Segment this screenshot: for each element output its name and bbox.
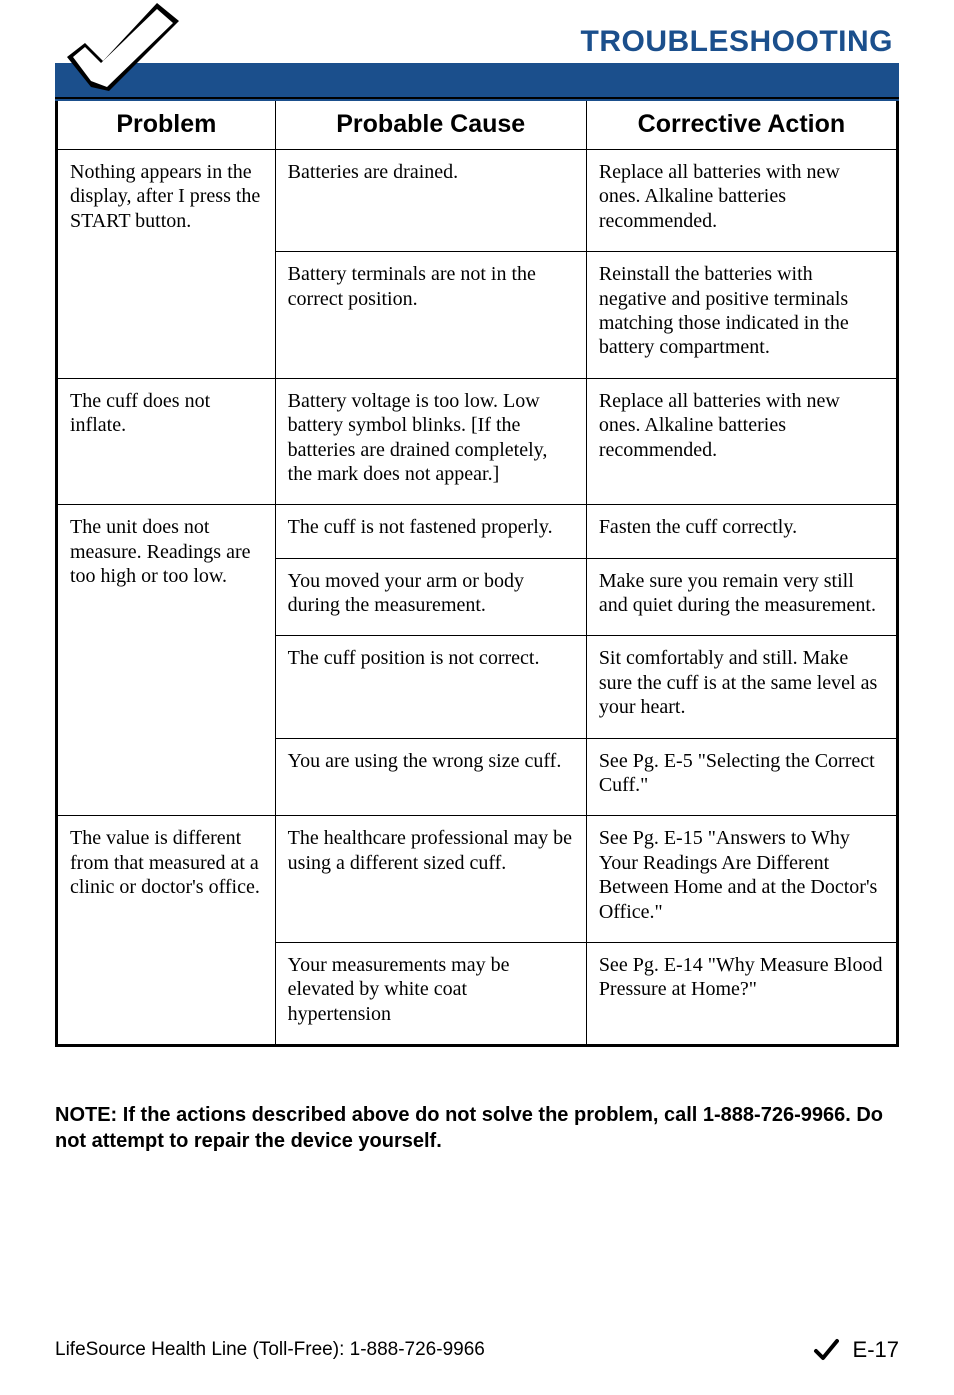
cell-action: Make sure you remain very still and quie… [586,558,897,636]
page-number: E-17 [853,1337,899,1363]
table-row: The unit does not measure. Readings are … [57,505,898,558]
cell-cause: You moved your arm or body during the me… [275,558,586,636]
cell-action: See Pg. E-15 "Answers to Why Your Readin… [586,816,897,943]
cell-cause: The cuff position is not correct. [275,636,586,738]
note-text: NOTE: If the actions described above do … [55,1103,899,1154]
header-banner: TROUBLESHOOTING [55,35,899,97]
checkmark-icon [61,0,181,99]
page-footer: LifeSource Health Line (Toll-Free): 1-88… [55,1337,899,1363]
cell-action: Replace all batteries with new ones. Alk… [586,150,897,252]
troubleshooting-table: Problem Probable Cause Corrective Action… [55,97,899,1047]
page-title: TROUBLESHOOTING [581,25,894,59]
footer-left: LifeSource Health Line (Toll-Free): 1-88… [55,1339,485,1361]
banner-underline [55,99,899,101]
cell-cause: Batteries are drained. [275,150,586,252]
cell-action: Sit comfortably and still. Make sure the… [586,636,897,738]
table-row: The cuff does not inflate. Battery volta… [57,378,898,505]
cell-action: See Pg. E-5 "Selecting the Correct Cuff.… [586,738,897,816]
cell-cause: Battery terminals are not in the correct… [275,252,586,379]
banner-bar [55,63,899,97]
footer-right: E-17 [813,1337,899,1363]
cell-action: Reinstall the batteries with negative an… [586,252,897,379]
cell-action: Fasten the cuff correctly. [586,505,897,558]
th-problem: Problem [57,99,276,150]
cell-problem: The unit does not measure. Readings are … [57,505,276,816]
cell-problem: Nothing appears in the display, after I … [57,150,276,379]
cell-cause: The cuff is not fastened properly. [275,505,586,558]
th-action: Corrective Action [586,99,897,150]
cell-cause: The healthcare professional may be using… [275,816,586,943]
checkmark-icon [813,1337,839,1363]
cell-cause: Battery voltage is too low. Low battery … [275,378,586,505]
cell-problem: The value is different from that measure… [57,816,276,1046]
table-header-row: Problem Probable Cause Corrective Action [57,99,898,150]
table-row: Nothing appears in the display, after I … [57,150,898,252]
th-cause: Probable Cause [275,99,586,150]
cell-action: See Pg. E-14 "Why Measure Blood Pressure… [586,942,897,1045]
cell-cause: Your measurements may be elevated by whi… [275,942,586,1045]
table-row: The value is different from that measure… [57,816,898,943]
cell-cause: You are using the wrong size cuff. [275,738,586,816]
cell-problem: The cuff does not inflate. [57,378,276,505]
cell-action: Replace all batteries with new ones. Alk… [586,378,897,505]
